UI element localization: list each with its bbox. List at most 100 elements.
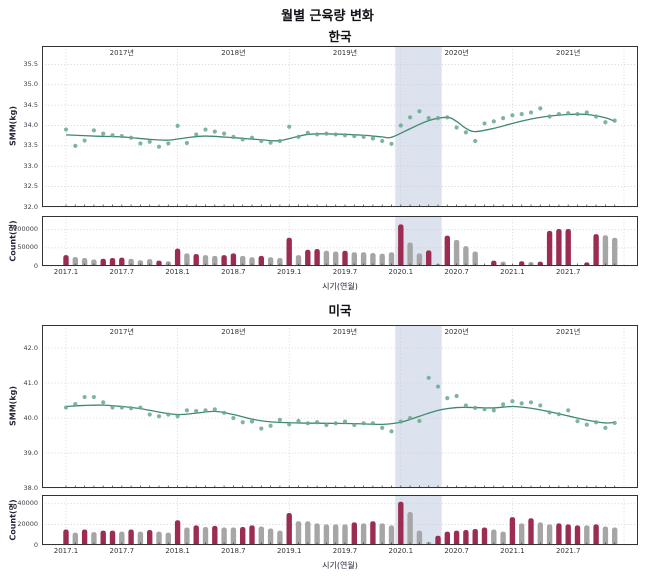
scatter-point [435, 384, 441, 389]
scatter-point [361, 421, 366, 426]
scatter-point [342, 133, 348, 138]
scatter-point [501, 116, 506, 121]
scatter-point [547, 410, 552, 415]
scatter-point [333, 421, 338, 426]
xtick-label: 2018.1 [165, 547, 190, 555]
scatter-point [119, 133, 124, 139]
scatter-point [584, 110, 589, 115]
scatter-point [380, 425, 385, 430]
bar [463, 530, 469, 545]
bar [472, 529, 478, 545]
scatter-point [491, 119, 496, 124]
korea-smm-axis-label: SMM(kg) [8, 105, 18, 147]
scatter-point [175, 123, 180, 128]
ytick-label: 33.0 [23, 161, 38, 170]
scatter-point [101, 400, 106, 405]
bar [267, 257, 274, 266]
scatter-point [287, 422, 292, 427]
bar [193, 525, 199, 545]
highlight-band [395, 325, 442, 488]
bar [453, 530, 460, 545]
scatter-point [408, 415, 413, 421]
bar [286, 513, 292, 545]
bar [184, 253, 190, 266]
ytick-label: 39.0 [23, 448, 38, 457]
scatter-point [482, 407, 487, 412]
korea-count-axis-label: Count(명) [8, 220, 18, 262]
scatter-point [240, 420, 245, 425]
bar [137, 531, 144, 545]
scatter-point [194, 408, 199, 414]
bar [612, 237, 618, 266]
scatter-point [528, 110, 534, 115]
bar [100, 258, 106, 266]
year-label: 2021년 [556, 49, 581, 57]
scatter-point [547, 114, 552, 119]
scatter-point [491, 408, 496, 413]
bar [602, 235, 609, 266]
year-label: 2017년 [109, 328, 134, 336]
bar [435, 535, 441, 545]
scatter-point [380, 138, 385, 144]
ytick-label: 32.0 [23, 202, 38, 211]
usa-smm-chart: 2017년 2018년 2019년 2020년 2021년 38.0 39.0 40.0 41.… [24, 325, 638, 492]
scatter-point [501, 402, 506, 407]
bar [277, 530, 283, 545]
scatter-point [584, 422, 589, 427]
bar [565, 229, 571, 266]
bar [202, 255, 209, 266]
ytick-label: 20000 [17, 519, 38, 528]
bar [72, 532, 78, 545]
bar [593, 234, 599, 266]
scatter-point [249, 135, 255, 140]
bar [221, 527, 227, 545]
bar [258, 526, 264, 545]
bar [230, 253, 237, 266]
bar [165, 532, 171, 545]
scatter-point [166, 412, 171, 417]
bar [593, 524, 599, 545]
bar [388, 525, 395, 545]
scatter-point [73, 401, 78, 407]
scatter-point [240, 137, 245, 142]
scatter-point [575, 419, 580, 424]
scatter-point [203, 408, 208, 413]
year-label: 2018년 [221, 328, 246, 336]
bar [491, 529, 497, 545]
xtick-label: 2021.7 [555, 268, 581, 276]
bar [109, 258, 116, 266]
scatter-point [63, 127, 69, 132]
xtick-label: 2021.1 [500, 547, 525, 555]
bar [342, 524, 348, 545]
bar [584, 525, 590, 545]
ytick-label: 38.0 [23, 483, 38, 492]
usa-count-chart: 0 20000 40000 [17, 495, 638, 549]
bar [370, 521, 376, 545]
scatter-point [426, 116, 431, 121]
ytick-label: 100000 [13, 225, 38, 234]
scatter-point [277, 138, 282, 144]
scatter-point [603, 120, 608, 125]
xtick-label: 2019.1 [276, 547, 302, 555]
bar [81, 529, 88, 545]
korea-count-chart: 0 50000 100000 [13, 216, 638, 270]
bar [193, 254, 199, 266]
scatter-point [184, 408, 189, 413]
scatter-point [398, 123, 403, 128]
usa-smm-axis-label: SMM(kg) [8, 385, 18, 427]
xtick-label: 2018.7 [221, 547, 246, 555]
bar [360, 252, 367, 266]
bar [565, 524, 571, 545]
scatter-point [594, 114, 599, 119]
scatter-point [389, 429, 394, 434]
scatter-point [445, 396, 450, 401]
scatter-point [324, 131, 329, 136]
xtick-label: 2020.7 [444, 547, 469, 555]
scatter-point [482, 121, 487, 126]
bar [370, 252, 376, 266]
scatter-point [342, 419, 348, 424]
bar [91, 259, 97, 266]
ytick-label: 33.5 [23, 141, 38, 150]
bar [528, 518, 534, 545]
bar [156, 260, 162, 266]
